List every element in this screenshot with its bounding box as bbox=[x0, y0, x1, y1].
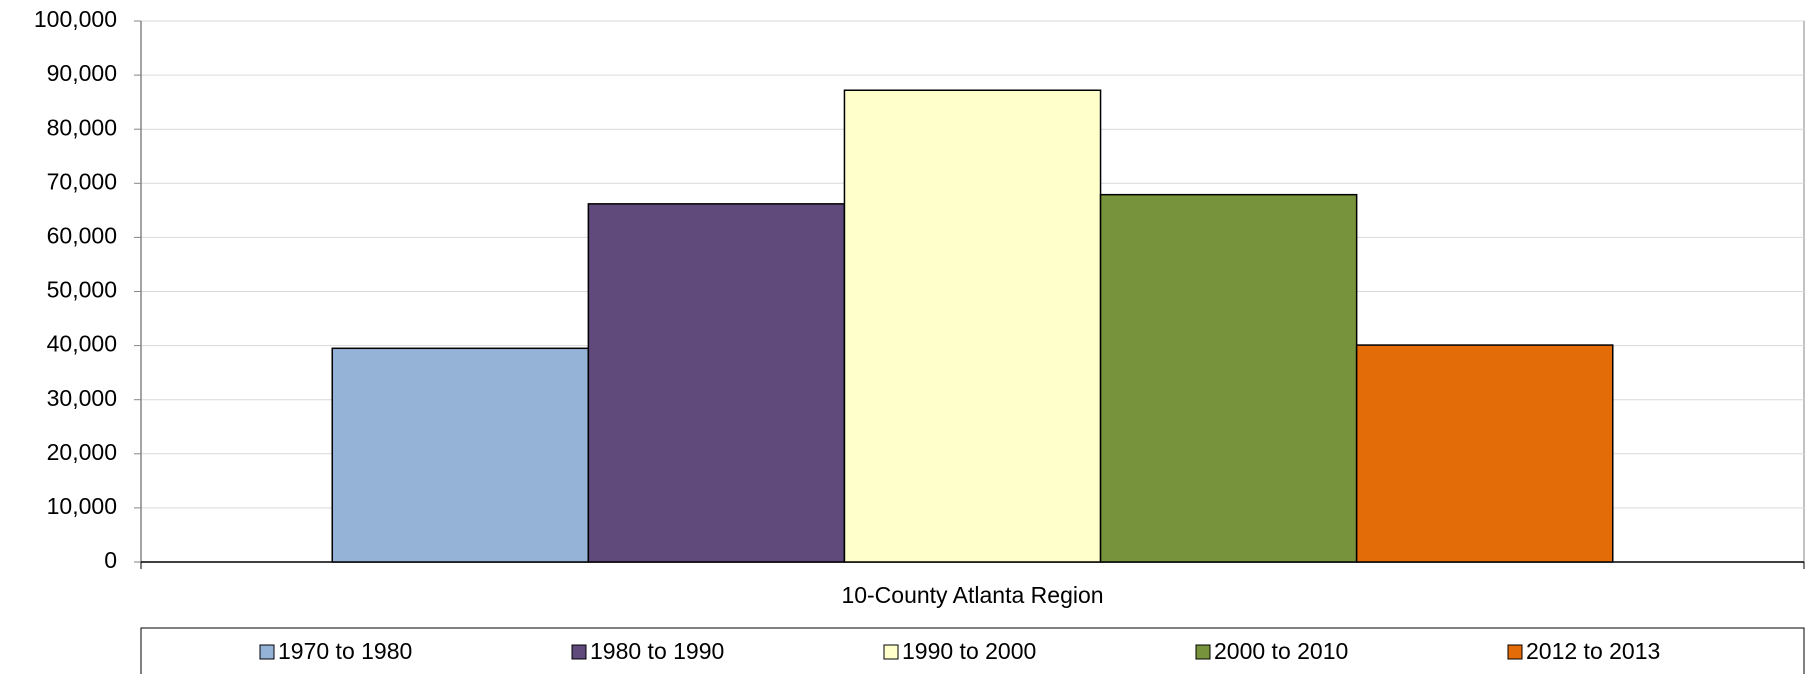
legend-marker bbox=[1507, 644, 1523, 660]
y-tick-label: 20,000 bbox=[47, 439, 117, 465]
y-tick-label: 50,000 bbox=[47, 277, 117, 303]
legend-label: 2012 to 2013 bbox=[1526, 638, 1660, 664]
legend-label: 1990 to 2000 bbox=[902, 638, 1036, 664]
bar bbox=[587, 203, 846, 563]
bar bbox=[843, 89, 1102, 563]
y-tick-label: 10,000 bbox=[47, 493, 117, 519]
x-tick-label: 10-County Atlanta Region bbox=[841, 582, 1103, 608]
y-tick-label: 90,000 bbox=[47, 60, 117, 86]
legend-marker bbox=[1195, 644, 1211, 660]
y-tick-label: 30,000 bbox=[47, 385, 117, 411]
legend-label: 2000 to 2010 bbox=[1214, 638, 1348, 664]
bar bbox=[1355, 344, 1614, 563]
legend-label: 1970 to 1980 bbox=[278, 638, 412, 664]
legend-label: 1980 to 1990 bbox=[590, 638, 724, 664]
y-tick-label: 40,000 bbox=[47, 331, 117, 357]
y-tick-label: 100,000 bbox=[34, 6, 117, 32]
legend-marker bbox=[571, 644, 587, 660]
y-tick-label: 80,000 bbox=[47, 114, 117, 140]
legend-marker bbox=[259, 644, 275, 660]
y-tick-label: 60,000 bbox=[47, 222, 117, 248]
y-tick-label: 0 bbox=[104, 547, 117, 573]
legend-box bbox=[140, 627, 1805, 674]
bar bbox=[1099, 193, 1358, 563]
y-tick-label: 70,000 bbox=[47, 168, 117, 194]
legend-marker bbox=[883, 644, 899, 660]
bar bbox=[331, 347, 590, 563]
